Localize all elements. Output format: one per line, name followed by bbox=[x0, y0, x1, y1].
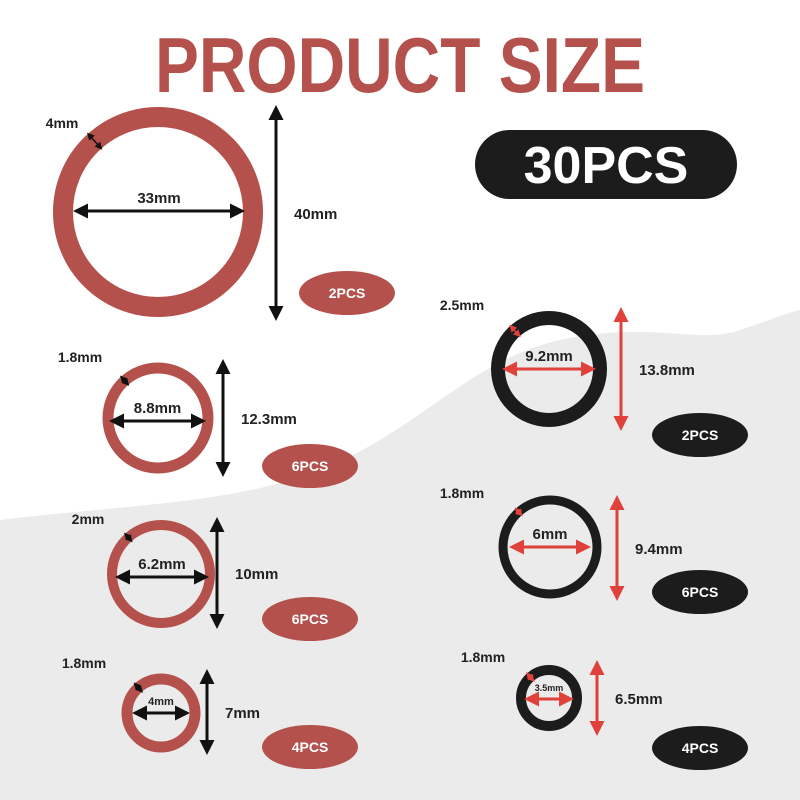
inner-diameter-label: 4mm bbox=[148, 696, 174, 708]
thickness-label: 1.8mm bbox=[440, 485, 484, 501]
thickness-label: 1.8mm bbox=[62, 655, 106, 671]
thickness-arrow bbox=[124, 532, 133, 543]
quantity-badge bbox=[299, 271, 395, 315]
o-ring-red bbox=[121, 673, 201, 753]
thickness-label: 1.8mm bbox=[461, 649, 505, 665]
quantity-badge bbox=[652, 413, 748, 457]
o-ring-red bbox=[102, 362, 214, 474]
quantity-badge bbox=[262, 444, 358, 488]
o-ring-black bbox=[491, 311, 607, 427]
ring-item: 33mm 4mm 40mm 2PCS bbox=[46, 105, 395, 321]
outer-diameter-label: 12.3mm bbox=[241, 411, 297, 428]
quantity-badge bbox=[652, 570, 748, 614]
quantity-label: 4PCS bbox=[682, 740, 719, 756]
thickness-arrow bbox=[87, 132, 103, 150]
quantity-badge bbox=[652, 726, 748, 770]
ring-item: 6mm 1.8mm 9.4mm 6PCS bbox=[440, 485, 748, 614]
quantity-label: 2PCS bbox=[682, 427, 719, 443]
thickness-arrow bbox=[133, 682, 144, 693]
o-ring-black bbox=[498, 495, 602, 599]
outer-diameter-label: 13.8mm bbox=[639, 362, 695, 379]
outer-diameter-label: 40mm bbox=[294, 206, 337, 223]
total-count-pill bbox=[475, 130, 737, 199]
inner-diameter-label: 6mm bbox=[532, 526, 567, 543]
thickness-arrow bbox=[514, 507, 523, 517]
inner-diameter-label: 3.5mm bbox=[535, 683, 564, 693]
inner-diameter-label: 6.2mm bbox=[138, 556, 186, 573]
o-ring-black bbox=[516, 665, 582, 731]
thickness-arrow bbox=[509, 324, 521, 338]
thickness-label: 2.5mm bbox=[440, 297, 484, 313]
ring-item: 3.5mm 1.8mm 6.5mm 4PCS bbox=[461, 649, 748, 770]
thickness-arrow bbox=[120, 375, 130, 386]
inner-diameter-label: 9.2mm bbox=[525, 348, 573, 365]
thickness-label: 4mm bbox=[46, 115, 79, 131]
outer-diameter-label: 6.5mm bbox=[615, 691, 663, 708]
thickness-label: 2mm bbox=[72, 511, 105, 527]
inner-diameter-label: 8.8mm bbox=[134, 400, 182, 417]
ring-item: 6.2mm 2mm 10mm 6PCS bbox=[72, 511, 358, 641]
ring-item: 9.2mm 2.5mm 13.8mm 2PCS bbox=[440, 297, 748, 457]
inner-diameter-label: 33mm bbox=[137, 190, 180, 207]
thickness-label: 1.8mm bbox=[58, 349, 102, 365]
ring-item: 4mm 1.8mm 7mm 4PCS bbox=[62, 655, 358, 769]
quantity-label: 6PCS bbox=[682, 584, 719, 600]
page-title: PRODUCT SIZE bbox=[155, 21, 645, 109]
outer-diameter-label: 9.4mm bbox=[635, 541, 683, 558]
outer-diameter-label: 7mm bbox=[225, 705, 260, 722]
total-count-label: 30PCS bbox=[524, 137, 689, 195]
quantity-badge bbox=[262, 725, 358, 769]
quantity-label: 2PCS bbox=[329, 285, 366, 301]
ring-item: 8.8mm 1.8mm 12.3mm 6PCS bbox=[58, 349, 358, 488]
thickness-arrow bbox=[526, 672, 535, 682]
quantity-badge bbox=[262, 597, 358, 641]
outer-diameter-label: 10mm bbox=[235, 566, 278, 583]
quantity-label: 6PCS bbox=[292, 611, 329, 627]
quantity-label: 4PCS bbox=[292, 739, 329, 755]
quantity-label: 6PCS bbox=[292, 458, 329, 474]
o-ring-red bbox=[53, 107, 263, 317]
